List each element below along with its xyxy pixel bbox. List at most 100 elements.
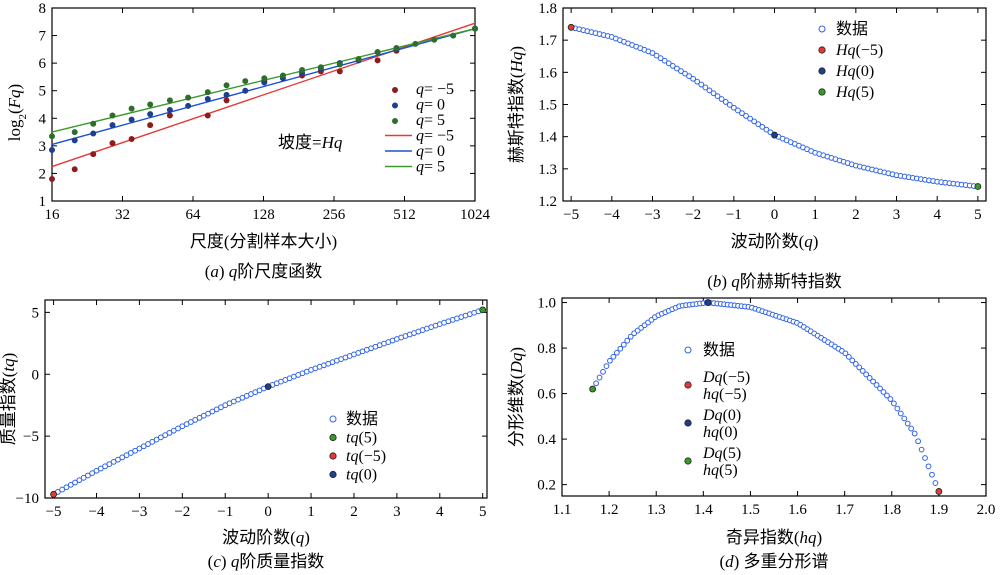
data-point: [908, 425, 915, 432]
data-point: [166, 112, 173, 119]
data-point: [624, 337, 631, 344]
highlight-point: [264, 383, 272, 391]
data-point: [763, 126, 770, 133]
plot-frame: [561, 297, 987, 497]
x-tick-label: 1.9: [930, 502, 949, 518]
legend-marker: [391, 87, 398, 94]
label-part: 阶尺度函数: [237, 262, 322, 281]
y-tick-label: 1.4: [538, 130, 557, 146]
data-point: [669, 63, 676, 69]
data-point: [870, 378, 876, 385]
data-point: [76, 477, 83, 484]
data-point: [90, 130, 97, 137]
data-point: [620, 341, 627, 348]
label-part: ): [507, 347, 526, 353]
label-part: (: [707, 272, 713, 291]
data-point: [106, 461, 113, 467]
data-point: [887, 396, 894, 402]
label-part: ): [304, 528, 310, 547]
data-point: [97, 465, 104, 472]
label-part: 阶质量指数: [239, 552, 324, 571]
label-part: ): [817, 528, 823, 547]
y-tick-label: 0: [32, 367, 40, 383]
highlight-point: [704, 299, 712, 306]
label-part: = −5: [424, 128, 454, 145]
data-point: [393, 44, 400, 51]
y-axis-label: log2(Fq): [5, 84, 29, 141]
x-tick-label: −2: [685, 207, 701, 223]
label-part: (0): [856, 63, 875, 80]
label-part: = 0: [424, 97, 445, 114]
legend-label: 数据: [346, 410, 378, 428]
y-tick-label: 0.6: [537, 387, 556, 403]
x-tick-label: −1: [726, 207, 742, 223]
label-part-italic: q: [731, 272, 740, 291]
legend-label: q= −5: [416, 81, 454, 98]
x-tick-label: 2: [350, 504, 358, 520]
x-tick-label: 2: [852, 207, 860, 223]
data-point: [901, 415, 908, 422]
legend-marker: [329, 452, 337, 460]
data-point: [911, 430, 918, 437]
data-point: [49, 146, 56, 153]
data-point: [915, 438, 922, 445]
y-tick-label: 1.2: [538, 194, 557, 210]
y-axis-label: 分形维数(Dq): [507, 347, 526, 447]
x-tick-label: 3: [893, 207, 901, 223]
y-tick-label: 7: [39, 29, 47, 45]
legend-marker: [684, 346, 692, 354]
data-point: [90, 120, 97, 127]
data-point: [607, 357, 613, 364]
x-tick-label: 1.6: [788, 502, 807, 518]
data-point: [223, 97, 230, 104]
label-part: ): [721, 272, 731, 291]
label-part: ) 多重分形谱: [734, 552, 829, 571]
label-part: (5): [719, 462, 738, 479]
x-tick-label: 1024: [460, 207, 491, 223]
highlight-point: [771, 131, 778, 139]
label-part: ): [5, 84, 24, 90]
legend-label: 数据: [703, 341, 735, 359]
data-point: [610, 353, 617, 360]
label-part-italic: tq: [0, 358, 18, 372]
legend-label: 数据: [836, 20, 868, 38]
data-point: [166, 97, 173, 104]
data-point: [67, 481, 74, 488]
data-point: [694, 78, 701, 85]
label-part: (: [205, 262, 211, 281]
data-point: [162, 432, 169, 439]
label-part-italic: c: [213, 552, 221, 571]
data-point: [759, 123, 766, 130]
y-tick-label: 5: [39, 84, 47, 100]
data-point: [355, 56, 362, 63]
data-point: [897, 410, 904, 417]
legend-label: Dq(−5): [702, 369, 750, 386]
label-part-italic: Dq: [702, 407, 723, 424]
x-tick-label: −5: [46, 504, 62, 520]
x-tick-label: −2: [174, 504, 190, 520]
data-point: [873, 382, 880, 388]
data-point: [145, 441, 151, 447]
highlight-point: [935, 488, 943, 495]
data-point: [166, 430, 173, 436]
y-tick-label: 2: [39, 166, 47, 182]
x-tick-label: 1.2: [600, 502, 619, 518]
data-point: [665, 60, 672, 67]
label-part: (0): [358, 467, 377, 484]
y-axis-label: 质量指数(tq): [0, 353, 18, 446]
data-point: [185, 94, 192, 101]
y-tick-label: 4: [39, 111, 47, 127]
x-tick-label: 1.3: [647, 502, 666, 518]
label-part-italic: hq: [703, 424, 719, 441]
data-point: [128, 105, 135, 112]
x-tick-label: 0: [264, 504, 272, 520]
label-part: (0): [723, 407, 742, 424]
legend-label: hq(−5): [703, 386, 747, 403]
data-point: [722, 99, 729, 105]
label-part: (5): [358, 430, 377, 447]
legend-label: Dq(0): [702, 407, 741, 424]
data-point: [119, 454, 126, 461]
